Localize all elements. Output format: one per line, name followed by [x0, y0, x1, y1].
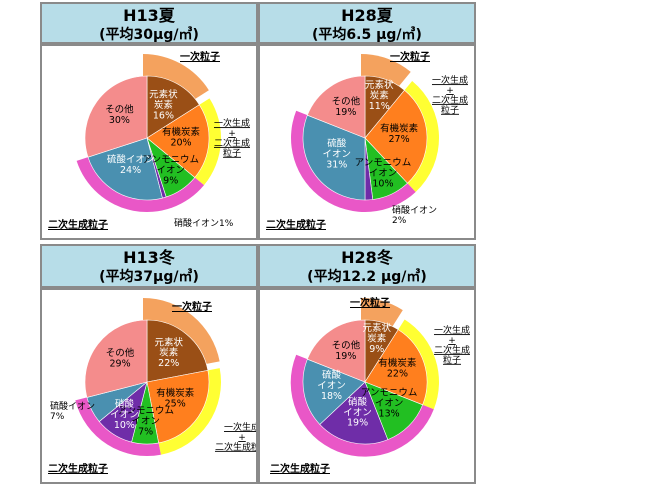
chart-title: H28冬 — [341, 248, 393, 267]
annotation-primary-particles: 一次粒子 — [180, 50, 220, 63]
slice-label-oth: その他 19% — [332, 96, 361, 118]
title-box-h28-summer: H28夏 (平均6.5 μg/㎥) — [258, 2, 476, 44]
pie-slice-oth — [306, 319, 366, 383]
slice-label-amm: アンモニウムイオン 10% — [355, 158, 412, 190]
chart-panel-h28-winter: 元素状炭素 9% 有機炭素 22% アンモニウムイオン 13% 硝酸イオン 19% 硫酸イオン 1… — [258, 288, 476, 484]
annotation-combined-particles: 一次生成+二次生成粒子 — [214, 117, 250, 159]
annotation-combined-particles: 一次生成+二次生成粒子 — [215, 421, 256, 453]
slice-label-ec: 元素状炭素 11% — [365, 79, 394, 112]
annotation-secondary-particles: 二次生成粒子 — [48, 462, 108, 475]
pie-chart-h28-summer: 元素状炭素 11% 有機炭素 27% アンモニウムイオン 10%硫酸イオン 31% その他 19… — [266, 50, 468, 231]
slice-label-amm: アンモニウムイオン 7% — [117, 406, 174, 438]
slice-label-oc: 有機炭素 22% — [378, 357, 417, 379]
annotation-primary-particles: 一次粒子 — [350, 296, 390, 309]
annotation-secondary-particles: 二次生成粒子 — [48, 218, 108, 231]
slice-label-ec: 元素状炭素 16% — [149, 89, 178, 122]
pie-slice-oth — [84, 319, 148, 398]
slice-label-sul: 硫酸イオン 24% — [107, 154, 155, 176]
chart-subtitle: (平均30μg/㎥) — [99, 27, 199, 43]
chart-subtitle: (平均12.2 μg/㎥) — [307, 269, 427, 285]
annotation-nitrate: 硝酸イオン 2% — [392, 204, 437, 226]
slice-label-nit: 硝酸イオン 19% — [343, 396, 372, 429]
chart-subtitle: (平均37μg/㎥) — [99, 269, 199, 285]
pie-slice-oc — [146, 104, 210, 178]
pie-slice-ec — [146, 75, 200, 139]
chart-title: H28夏 — [341, 6, 393, 25]
annotation-nitrate: 硝酸イオン1% — [174, 217, 234, 229]
slice-label-ec: 元素状炭素 9% — [363, 322, 392, 355]
chart-title: H13冬 — [123, 248, 175, 267]
annotation-sulfate: 硫酸イオン 7% — [50, 400, 95, 422]
pie-slice-oc — [364, 329, 428, 406]
slice-label-sul: 硫酸イオン 18% — [317, 369, 346, 402]
chart-panel-h13-winter: 元素状炭素 22% 有機炭素 25% アンモニウムイオン 7% 硝酸イオン 10% その他 29%… — [40, 288, 269, 484]
slice-label-oc: 有機炭素 27% — [380, 123, 419, 145]
annotation-primary-particles: 一次粒子 — [390, 50, 430, 63]
chart-subtitle: (平均6.5 μg/㎥) — [312, 27, 422, 43]
pie-slice-oth — [306, 75, 366, 139]
pie-chart-h13-winter: 元素状炭素 22% 有機炭素 25%アンモニウムイオン 7%硝酸イオン 10% その他 29%… — [48, 298, 269, 475]
slice-label-nit: 硝酸イオン 10% — [110, 398, 139, 431]
title-box-h13-winter: H13冬 (平均37μg/㎥) — [40, 244, 258, 288]
chart-panel-h28-summer: 元素状炭素 11% 有機炭素 27% アンモニウムイオン 10% 硫酸イオン 31% その他 19… — [258, 44, 476, 240]
pie-slice-ec — [146, 319, 209, 383]
slice-label-oth: その他 29% — [106, 347, 135, 369]
slice-label-ec: 元素状炭素 22% — [154, 336, 183, 369]
pie-slice-oc — [364, 89, 428, 184]
pie-slice-nit — [319, 381, 389, 445]
slice-label-amm: アンモニウムイオン 13% — [361, 388, 418, 420]
annotation-secondary-particles: 二次生成粒子 — [270, 462, 330, 475]
annotation-combined-particles: 一次生成+二次生成粒子 — [432, 74, 468, 116]
pie-slice-oc — [146, 370, 210, 444]
pie-slice-sul — [87, 137, 163, 201]
slice-label-oc: 有機炭素 25% — [156, 387, 195, 409]
chart-panel-h13-summer: 元素状炭素 16% 有機炭素 20% アンモニウムイオン 9% 硫酸イオン 24% その他 30%… — [40, 44, 258, 240]
slice-label-amm: アンモニウムイオン 9% — [142, 154, 199, 186]
title-box-h13-summer: H13夏 (平均30μg/㎥) — [40, 2, 258, 44]
pie-chart-h13-summer: 元素状炭素 16% 有機炭素 20% アンモニウムイオン 9%硫酸イオン 24% その他 30%… — [48, 50, 250, 231]
pie-slice-sul — [302, 358, 366, 425]
annotation-primary-particles: 一次粒子 — [172, 300, 212, 313]
title-box-h28-winter: H28冬 (平均12.2 μg/㎥) — [258, 244, 476, 288]
annotation-combined-particles: 一次生成+二次生成粒子 — [434, 324, 470, 366]
slice-label-oth: その他 30% — [105, 104, 134, 126]
pie-chart-h28-winter: 元素状炭素 9%有機炭素 22% アンモニウムイオン 13%硝酸イオン 19%硫酸イオン 1… — [270, 296, 470, 475]
pie-slice-sul — [302, 114, 366, 201]
annotation-secondary-particles: 二次生成粒子 — [266, 218, 326, 231]
slice-label-oc: 有機炭素 20% — [162, 126, 201, 148]
slice-label-oth: その他 19% — [332, 340, 361, 362]
slice-label-sul: 硫酸イオン 31% — [323, 138, 352, 171]
chart-title: H13夏 — [123, 6, 175, 25]
pie-slice-oth — [84, 75, 148, 158]
